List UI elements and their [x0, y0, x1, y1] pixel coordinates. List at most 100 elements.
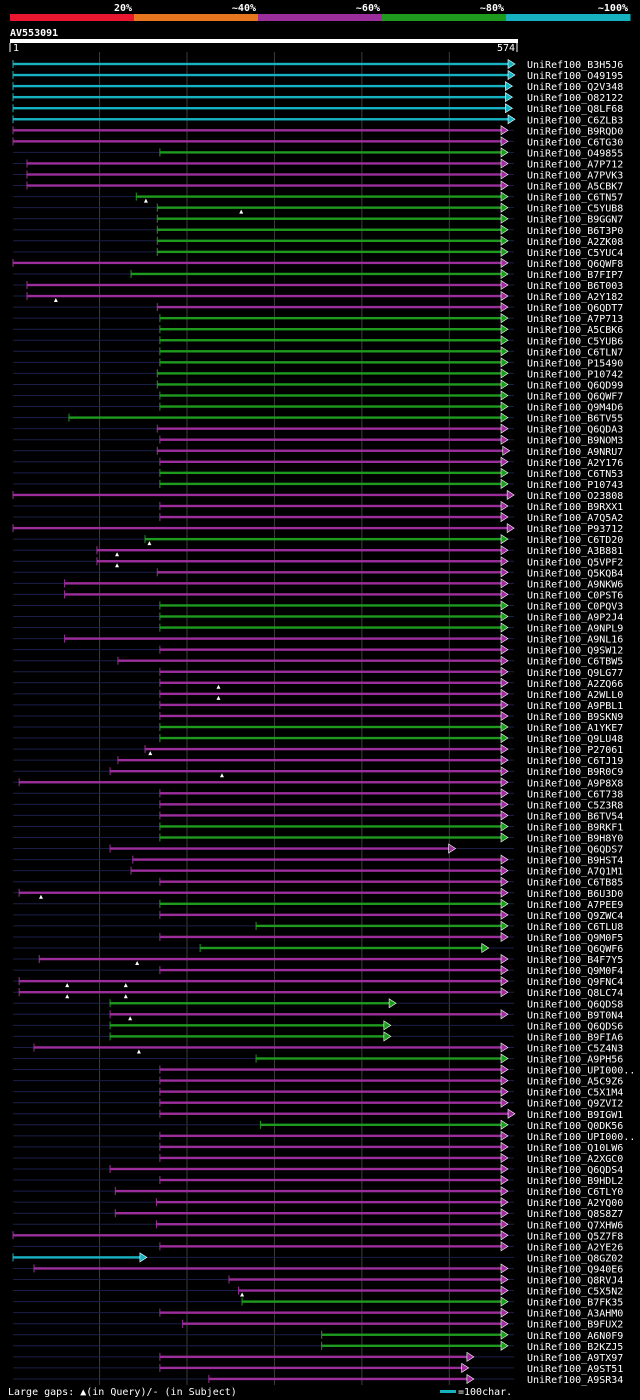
hit-label: UniRef100_A5CBK6	[527, 325, 623, 336]
hit-label: UniRef100_Q7XHW6	[527, 1220, 623, 1231]
hit-bar	[13, 1256, 141, 1259]
hit-bar	[159, 1145, 503, 1149]
hit-bar	[159, 405, 503, 408]
hit-bar	[159, 1366, 463, 1370]
hit-bar	[33, 1046, 503, 1049]
hit-arrow	[500, 876, 509, 887]
hit-label: UniRef100_O82122	[527, 93, 623, 104]
hit-arrow	[507, 1108, 516, 1119]
hit-bar	[110, 1035, 385, 1038]
hit-arrow	[500, 677, 509, 688]
hit-label: UniRef100_Q6QWF8	[527, 259, 623, 270]
hit-arrow	[500, 788, 509, 799]
hit-bar	[26, 294, 503, 298]
hit-arrow	[507, 114, 516, 125]
hit-label: UniRef100_A9ST51	[527, 1364, 623, 1375]
hit-bar	[159, 471, 503, 475]
hit-arrow	[500, 401, 509, 412]
hit-label: UniRef100_B9H8Y0	[527, 834, 623, 845]
hit-label: UniRef100_B7FIP7	[527, 270, 623, 281]
hit-label: UniRef100_A9NPL9	[527, 624, 623, 635]
hit-bar	[159, 1079, 503, 1082]
legend-swatch	[134, 14, 259, 21]
hit-label: UniRef100_Q6QWF6	[527, 944, 623, 955]
hit-bar	[159, 1101, 503, 1104]
hit-label: UniRef100_A9NRU7	[527, 447, 623, 458]
hit-label: UniRef100_A7P712	[527, 159, 623, 170]
hit-bar	[96, 549, 503, 552]
hit-label: UniRef100_Q8RVJ4	[527, 1276, 623, 1287]
hit-label: UniRef100_C6TN53	[527, 469, 623, 480]
hit-arrow	[500, 302, 509, 313]
hit-label: UniRef100_UPI000..	[527, 1132, 635, 1143]
hit-label: UniRef100_A2YE26	[527, 1242, 623, 1253]
hit-label: UniRef100_A7P713	[527, 314, 623, 325]
hit-arrow	[500, 390, 509, 401]
hit-bar	[117, 758, 503, 762]
hit-bar	[132, 858, 503, 861]
hit-label: UniRef100_B9IGW1	[527, 1110, 623, 1121]
hit-arrow	[500, 1186, 509, 1197]
hit-arrow	[500, 456, 509, 467]
hit-arrow	[500, 1197, 509, 1208]
hit-bar	[159, 328, 503, 331]
hit-bar	[159, 361, 503, 364]
hit-label: UniRef100_A9P8X8	[527, 778, 623, 789]
hit-label: UniRef100_C6TLY0	[527, 1187, 623, 1198]
gap-marker	[216, 695, 221, 700]
hit-label: UniRef100_C6T738	[527, 789, 623, 800]
hit-arrow	[500, 578, 509, 589]
hit-arrow	[500, 810, 509, 821]
hit-bar	[159, 515, 503, 519]
hit-bar	[157, 427, 503, 430]
hit-label: UniRef100_C6TG30	[527, 137, 623, 148]
chart-footer: Large gaps: ▲(in Query)/- (in Subject) =…	[8, 1387, 512, 1398]
large-gaps-legend: Large gaps: ▲(in Query)/- (in Subject)	[8, 1387, 237, 1398]
hit-bar	[200, 946, 483, 950]
hit-label: UniRef100_C6TB85	[527, 878, 623, 889]
hit-label: UniRef100_B9R0C9	[527, 767, 623, 778]
hit-bar	[182, 1322, 503, 1325]
hit-label: UniRef100_B9HDL2	[527, 1176, 623, 1187]
hit-arrow	[500, 987, 509, 998]
hit-arrow	[500, 1263, 509, 1274]
hit-arrow	[500, 346, 509, 357]
hit-arrow	[500, 821, 509, 832]
gap-marker	[123, 994, 128, 999]
hit-label: UniRef100_C0PQV3	[527, 601, 623, 612]
hit-bar	[115, 1212, 503, 1215]
hit-arrow	[505, 103, 513, 114]
scale-label: =100char.	[458, 1387, 512, 1398]
hit-label: UniRef100_Q5Z7F8	[527, 1231, 623, 1242]
hit-bar	[136, 195, 503, 198]
hit-bar	[64, 593, 503, 596]
hit-bar	[131, 869, 503, 872]
hit-bar	[159, 1134, 503, 1138]
hit-bar	[13, 62, 509, 66]
hit-bar	[110, 1167, 503, 1171]
hit-label: UniRef100_B9T0N4	[527, 1010, 623, 1021]
hit-bar	[159, 151, 503, 154]
hit-arrow	[500, 965, 509, 976]
hit-label: UniRef100_P10742	[527, 369, 623, 380]
hit-label: UniRef100_C6ZLB3	[527, 115, 623, 126]
hit-label: UniRef100_B2KZJ5	[527, 1342, 623, 1353]
hit-arrow	[500, 589, 509, 600]
hit-arrow	[388, 998, 397, 1009]
hit-label: UniRef100_B9RQD0	[527, 126, 623, 137]
hit-label: UniRef100_Q9LG77	[527, 668, 623, 679]
hit-bar	[159, 681, 503, 684]
hit-bar	[26, 283, 503, 287]
hit-bar	[19, 991, 503, 994]
hit-bar	[13, 261, 503, 265]
gap-marker	[115, 552, 120, 557]
hit-label: UniRef100_A9PH56	[527, 1055, 623, 1066]
hit-arrow	[500, 898, 509, 909]
hit-label: UniRef100_Q6QDS7	[527, 845, 623, 856]
hit-label: UniRef100_A6N0F9	[527, 1331, 623, 1342]
hit-arrow	[505, 92, 513, 103]
gap-marker	[216, 684, 221, 689]
hit-arrow	[505, 81, 513, 92]
hit-arrow	[500, 1307, 509, 1318]
